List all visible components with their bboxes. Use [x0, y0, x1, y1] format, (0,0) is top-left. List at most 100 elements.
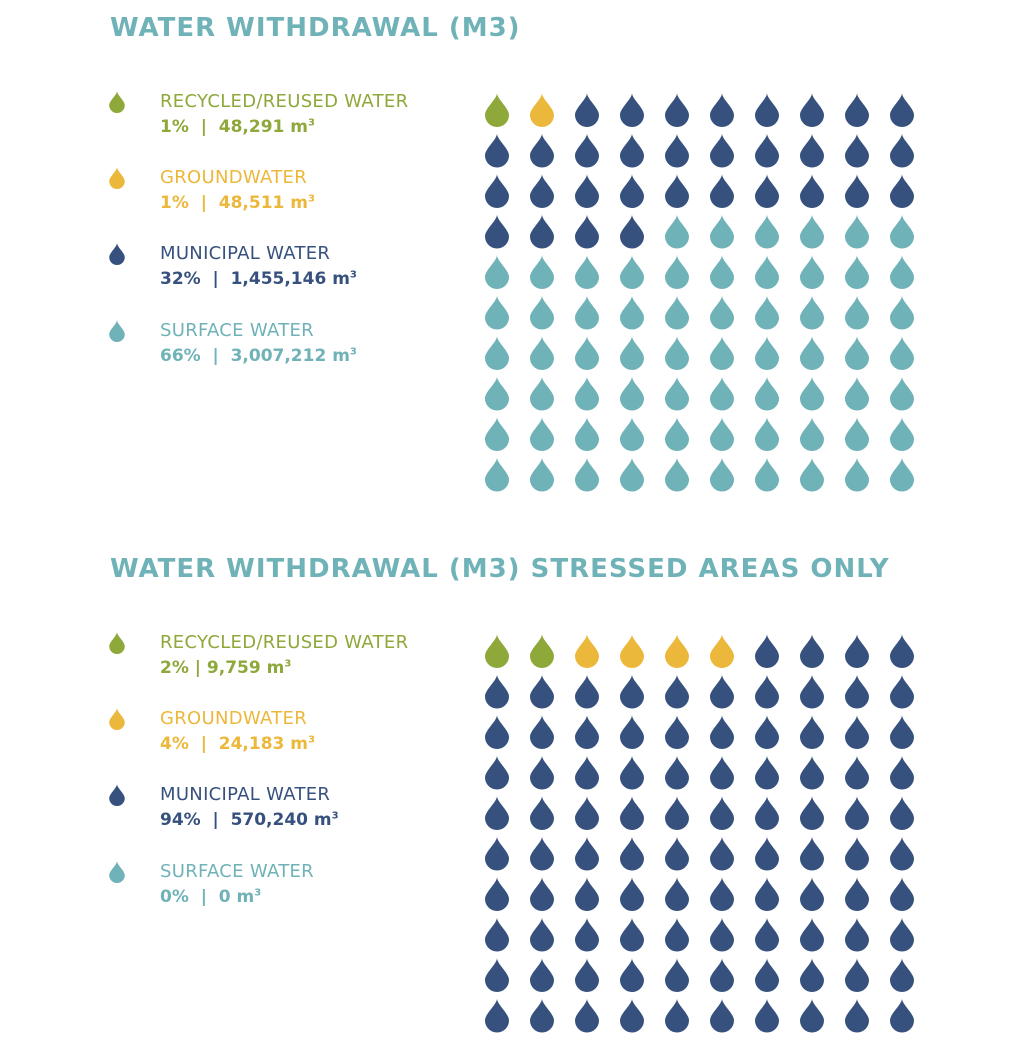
water-drop-municipal — [890, 174, 914, 208]
water-drop-municipal — [530, 998, 554, 1033]
water-drop-municipal — [485, 133, 509, 168]
water-drop-municipal — [800, 93, 824, 127]
water-drop-municipal — [845, 133, 869, 168]
water-drop-municipal — [710, 133, 734, 168]
water-drop-municipal — [620, 133, 644, 168]
water-drop-surface — [530, 376, 554, 411]
water-drop-surface — [890, 336, 914, 370]
water-drop-municipal — [530, 836, 554, 871]
water-drop-municipal — [620, 674, 644, 709]
water-drop-recycled — [530, 634, 554, 668]
water-drop-surface — [710, 376, 734, 411]
water-drop-surface — [665, 417, 689, 451]
water-drop-municipal — [620, 877, 644, 911]
water-drop-municipal — [755, 755, 779, 790]
water-drop-icon — [109, 632, 125, 654]
water-drop-surface — [710, 336, 734, 370]
waffle-svg — [485, 93, 914, 492]
water-drop-surface — [755, 417, 779, 451]
water-drop-groundwater — [530, 93, 554, 127]
water-drop-surface — [800, 214, 824, 249]
water-drop-municipal — [890, 836, 914, 871]
water-drop-surface — [620, 295, 644, 330]
water-drop-surface — [530, 255, 554, 289]
water-drop-municipal — [620, 93, 644, 127]
water-drop-municipal — [530, 917, 554, 952]
water-drop-surface — [755, 376, 779, 411]
water-drop-municipal — [755, 836, 779, 871]
water-drop-municipal — [800, 174, 824, 208]
water-drop-municipal — [485, 214, 509, 249]
water-drop-municipal — [485, 917, 509, 952]
water-drop-groundwater — [575, 634, 599, 668]
water-drop-icon — [109, 320, 125, 342]
water-drop-municipal — [755, 133, 779, 168]
water-drop-surface — [665, 336, 689, 370]
water-drop-municipal — [485, 958, 509, 992]
legend-label: GROUNDWATER — [160, 167, 308, 188]
water-drop-municipal — [800, 917, 824, 952]
water-drop-municipal — [530, 214, 554, 249]
water-drop-groundwater — [710, 634, 734, 668]
water-drop-municipal — [575, 836, 599, 871]
water-drop-surface — [890, 457, 914, 492]
water-drop-municipal — [710, 877, 734, 911]
water-drop-surface — [575, 457, 599, 492]
water-drop-municipal — [890, 998, 914, 1033]
water-drop-municipal — [755, 634, 779, 668]
water-drop-municipal — [530, 174, 554, 208]
water-drop-municipal — [665, 174, 689, 208]
legend-item-recycled: RECYCLED/REUSED WATER 1% | 48,291 m3 — [106, 91, 466, 151]
water-drop-municipal — [665, 998, 689, 1033]
water-drop-municipal — [665, 715, 689, 749]
water-drop-surface — [710, 214, 734, 249]
legend-stats: 32% | 1,455,146 m3 — [160, 269, 357, 289]
water-drop-municipal — [890, 715, 914, 749]
water-drop-municipal — [485, 174, 509, 208]
water-drop-municipal — [800, 998, 824, 1033]
water-drop-municipal — [845, 877, 869, 911]
water-drop-municipal — [620, 836, 644, 871]
legend-label: SURFACE WATER — [160, 861, 314, 882]
water-drop-municipal — [890, 674, 914, 709]
water-drop-municipal — [620, 174, 644, 208]
water-drop-surface — [575, 417, 599, 451]
legend-stats: 66% | 3,007,212 m3 — [160, 346, 357, 366]
water-drop-municipal — [800, 796, 824, 830]
water-drop-municipal — [710, 93, 734, 127]
water-drop-municipal — [845, 93, 869, 127]
water-drop-municipal — [530, 796, 554, 830]
water-drop-surface — [800, 417, 824, 451]
water-drop-municipal — [890, 634, 914, 668]
water-drop-surface — [665, 255, 689, 289]
water-drop-surface — [845, 457, 869, 492]
water-drop-municipal — [620, 917, 644, 952]
water-drop-municipal — [710, 674, 734, 709]
water-drop-municipal — [575, 174, 599, 208]
water-drop-surface — [845, 214, 869, 249]
water-drop-surface — [755, 336, 779, 370]
water-drop-surface — [755, 295, 779, 330]
water-drop-municipal — [755, 93, 779, 127]
water-drop-surface — [620, 336, 644, 370]
water-drop-surface — [755, 255, 779, 289]
water-drop-municipal — [800, 836, 824, 871]
water-drop-surface — [890, 417, 914, 451]
legend-label: GROUNDWATER — [160, 708, 308, 729]
water-drop-municipal — [530, 755, 554, 790]
water-drop-municipal — [755, 917, 779, 952]
water-drop-municipal — [755, 715, 779, 749]
water-drop-surface — [575, 336, 599, 370]
chart-title: WATER WITHDRAWAL (M3) STRESSED AREAS ONL… — [110, 554, 890, 584]
water-drop-surface — [530, 457, 554, 492]
water-drop-municipal — [710, 715, 734, 749]
water-drop-surface — [485, 336, 509, 370]
water-drop-icon — [109, 861, 125, 883]
water-drop-municipal — [665, 796, 689, 830]
water-drop-municipal — [665, 836, 689, 871]
water-drop-municipal — [710, 796, 734, 830]
chart-title: WATER WITHDRAWAL (M3) — [110, 13, 521, 43]
water-drop-surface — [845, 295, 869, 330]
legend-item-municipal: MUNICIPAL WATER 94% | 570,240 m3 — [106, 784, 466, 844]
water-drop-surface — [485, 376, 509, 411]
